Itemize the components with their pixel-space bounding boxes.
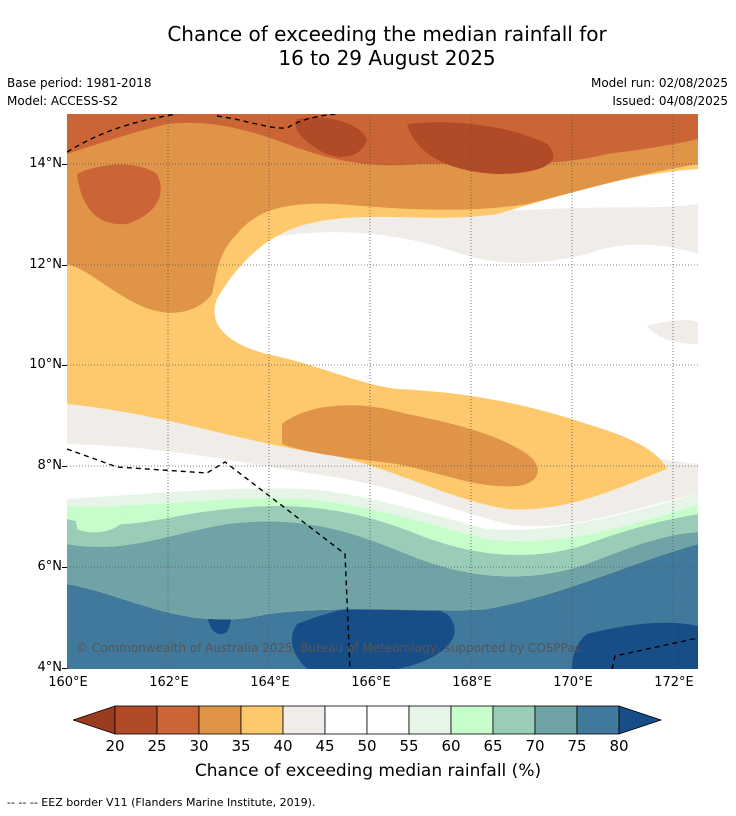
meta-right: Model run: 02/08/2025 Issued: 04/08/2025 [591,74,728,110]
lat-label: 10°N [29,357,62,372]
title-line-1: Chance of exceeding the median rainfall … [167,22,607,46]
colorbar-tick-label: 30 [189,737,209,755]
lat-label: 14°N [29,156,62,171]
colorbar-segment [492,705,536,735]
colorbar-tick-label: 50 [357,737,377,755]
colorbar-extend-high [618,705,663,735]
colorbar-tick-label: 80 [609,737,629,755]
lon-label: 170°E [553,675,593,690]
colorbar-segment [576,705,620,735]
lon-label: 166°E [351,675,391,690]
colorbar-tick-label: 45 [315,737,335,755]
map-title: Chance of exceeding the median rainfall … [0,22,736,70]
colorbar-segment [114,705,158,735]
model-run-text: Model run: 02/08/2025 [590,76,728,90]
colorbar-tick-label: 35 [231,737,251,755]
copyright-text: © Commonwealth of Australia 2025, Bureau… [76,641,582,655]
colorbar-segment [240,705,284,735]
colorbar-tick-label: 55 [399,737,419,755]
colorbar-segment [366,705,410,735]
lon-label: 160°E [48,675,88,690]
colorbar-segment [534,705,578,735]
colorbar-tick-label: 40 [273,737,293,755]
lat-label: 6°N [37,559,63,574]
lat-label: 12°N [29,257,62,272]
colorbar-segment [450,705,494,735]
colorbar-tick-label: 25 [147,737,167,755]
lon-label: 168°E [452,675,492,690]
colorbar-tick-label: 75 [567,737,587,755]
tick [62,466,67,467]
tick [62,265,67,266]
colorbar-tick-label: 65 [483,737,503,755]
colorbar-segment [198,705,242,735]
tick [62,164,67,165]
colorbar-tick-label: 20 [105,737,125,755]
lon-label: 162°E [149,675,189,690]
title-line-2: 16 to 29 August 2025 [278,46,496,70]
issued-text: Issued: 04/08/2025 [612,94,728,108]
colorbar-extend-low [73,705,116,735]
rainfall-probability-map [67,114,698,669]
colorbar-tick-label: 70 [525,737,545,755]
colorbar-segment [408,705,452,735]
base-period-text: Base period: 1981-2018 [7,76,152,90]
lon-label: 164°E [250,675,290,690]
lat-label: 8°N [37,458,63,473]
eez-footnote: -- -- -- EEZ border V11 (Flanders Marine… [7,796,316,809]
tick [62,567,67,568]
colorbar-title: Chance of exceeding median rainfall (%) [194,761,542,781]
tick [62,668,67,669]
lon-label: 172°E [654,675,694,690]
colorbar-segment [324,705,368,735]
tick [62,365,67,366]
meta-left: Base period: 1981-2018 Model: ACCESS-S2 [7,74,152,110]
lat-label: 4°N [37,660,63,675]
map-canvas [67,114,698,669]
colorbar-segment [282,705,326,735]
colorbar [73,705,663,735]
model-text: Model: ACCESS-S2 [7,94,119,108]
colorbar-tick-label: 60 [441,737,461,755]
colorbar-segment [156,705,200,735]
